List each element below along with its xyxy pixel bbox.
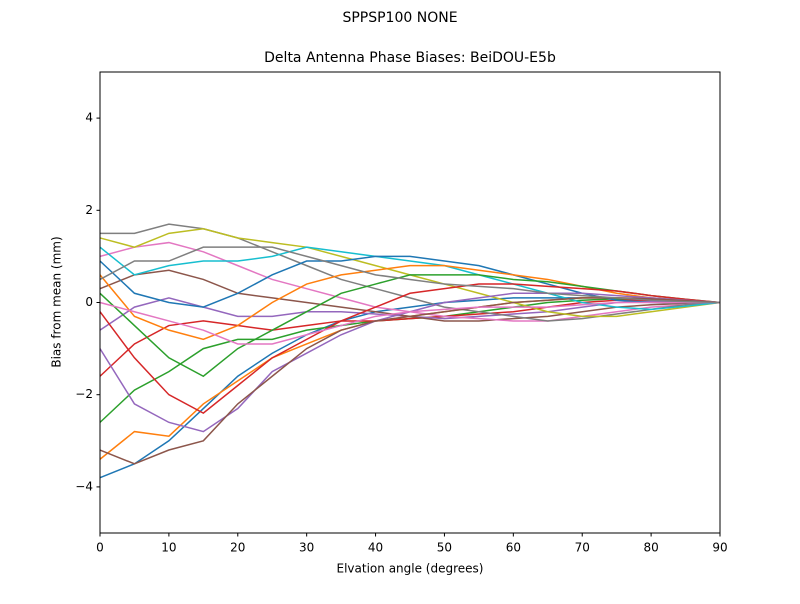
series-line xyxy=(99,255,720,308)
x-tick-label: 40 xyxy=(368,541,383,555)
y-axis-label: Bias from mean (mm) xyxy=(50,236,64,367)
x-tick-label: 30 xyxy=(299,541,314,555)
x-tick-label: 20 xyxy=(230,541,245,555)
x-tick-label: 60 xyxy=(506,541,521,555)
series-line xyxy=(99,264,721,341)
x-tick-label: 0 xyxy=(96,541,104,555)
y-tick-label: 2 xyxy=(85,203,93,217)
x-tick-label: 50 xyxy=(437,541,452,555)
series-line xyxy=(99,246,721,304)
plot-area xyxy=(99,223,721,479)
suptitle: SPPSP100 NONE xyxy=(342,10,457,26)
y-tick-label: 0 xyxy=(85,295,93,309)
x-tick-label: 80 xyxy=(643,541,658,555)
y-tick-label: −2 xyxy=(75,387,93,401)
x-tick-label: 90 xyxy=(712,541,727,555)
series-line xyxy=(99,283,721,415)
y-tick-label: 4 xyxy=(85,111,93,125)
x-axis-label: Elvation angle (degrees) xyxy=(337,562,484,576)
series-line xyxy=(99,301,720,345)
y-tick-label: −4 xyxy=(75,479,93,493)
series-line xyxy=(99,246,721,311)
x-tick-label: 10 xyxy=(161,541,176,555)
chart-title: Delta Antenna Phase Biases: BeiDOU-E5b xyxy=(264,50,556,66)
x-tick-label: 70 xyxy=(575,541,590,555)
